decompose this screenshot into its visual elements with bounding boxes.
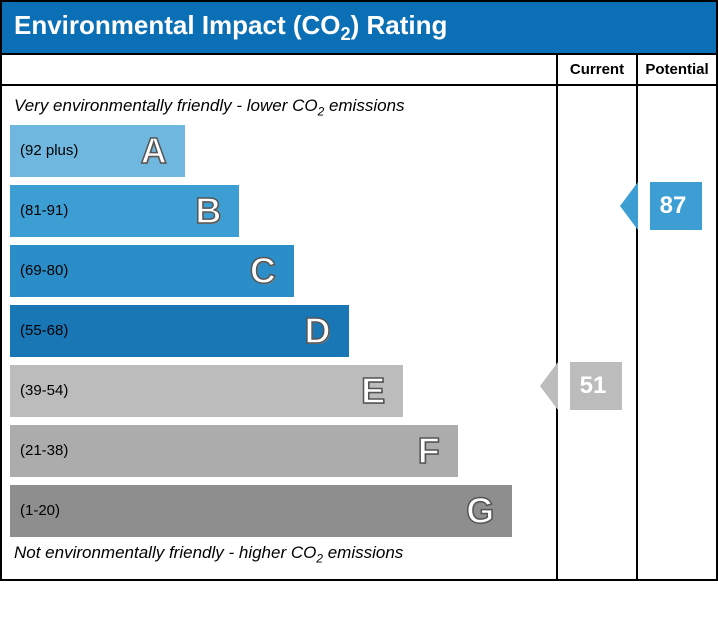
band-range: (1-20) xyxy=(20,502,60,519)
band-bars: (92 plus) A (81-91) B (69-80) C (55-68) D (39-54… xyxy=(10,125,556,537)
band-range: (92 plus) xyxy=(20,142,78,159)
note-bottom: Not environmentally friendly - higher CO… xyxy=(14,543,556,565)
band-range: (21-38) xyxy=(20,442,68,459)
band-b: (81-91) B xyxy=(10,185,239,237)
band-letter: B xyxy=(195,190,221,232)
current-column: 51 xyxy=(556,84,636,579)
band-letter: D xyxy=(305,310,331,352)
band-letter: C xyxy=(250,250,276,292)
note-top: Very environmentally friendly - lower CO… xyxy=(14,96,556,118)
header-spacer xyxy=(2,55,556,84)
band-letter: F xyxy=(418,430,440,472)
band-range: (69-80) xyxy=(20,262,68,279)
band-f: (21-38) F xyxy=(10,425,458,477)
header-potential: Potential xyxy=(636,55,716,84)
band-a: (92 plus) A xyxy=(10,125,185,177)
card-title: Environmental Impact (CO2) Rating xyxy=(2,2,716,53)
band-g: (1-20) G xyxy=(10,485,512,537)
chart-grid: Current Potential Very environmentally f… xyxy=(2,53,716,579)
potential-column: 87 xyxy=(636,84,716,579)
band-letter: G xyxy=(466,490,494,532)
band-range: (39-54) xyxy=(20,382,68,399)
band-letter: E xyxy=(361,370,385,412)
band-letter: A xyxy=(141,130,167,172)
potential-marker: 87 xyxy=(638,182,714,230)
band-c: (69-80) C xyxy=(10,245,294,297)
epc-rating-card: Environmental Impact (CO2) Rating Curren… xyxy=(0,0,718,581)
current-marker: 51 xyxy=(558,362,634,410)
band-range: (81-91) xyxy=(20,202,68,219)
current-marker-value: 51 xyxy=(570,362,622,410)
bands-cell: Very environmentally friendly - lower CO… xyxy=(2,84,556,579)
band-range: (55-68) xyxy=(20,322,68,339)
band-d: (55-68) D xyxy=(10,305,349,357)
potential-marker-value: 87 xyxy=(650,182,702,230)
header-current: Current xyxy=(556,55,636,84)
band-e: (39-54) E xyxy=(10,365,403,417)
